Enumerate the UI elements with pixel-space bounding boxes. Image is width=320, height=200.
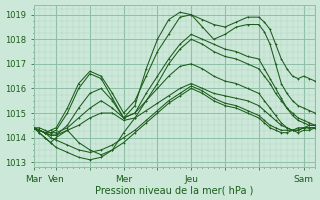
X-axis label: Pression niveau de la mer( hPa ): Pression niveau de la mer( hPa ) — [95, 185, 253, 195]
